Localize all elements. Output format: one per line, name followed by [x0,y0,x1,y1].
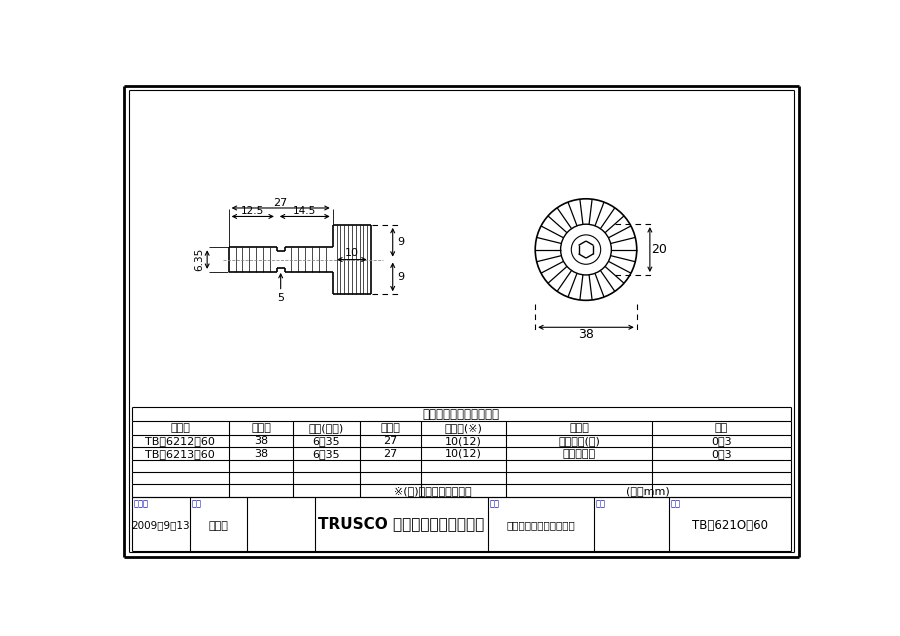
Text: 作成日: 作成日 [133,499,148,508]
Text: 品番: 品番 [595,499,605,508]
Text: 2009．9．13: 2009．9．13 [131,521,190,530]
Text: 10: 10 [345,247,359,258]
Text: 線　材: 線 材 [569,423,589,433]
Text: 品名: 品名 [490,499,500,508]
Text: 38: 38 [254,448,268,459]
Text: TB－621O－60: TB－621O－60 [692,519,768,532]
Text: 14.5: 14.5 [293,206,317,216]
Text: 外　径: 外 径 [251,423,271,433]
Text: 10(12): 10(12) [446,436,482,446]
Text: TB－6213－60: TB－6213－60 [145,448,215,459]
Text: 根元厚(※): 根元厚(※) [445,423,482,433]
Text: 検図: 検図 [192,499,202,508]
Text: 6．35: 6．35 [312,448,340,459]
Text: 6.35: 6.35 [194,248,204,271]
Text: 0．3: 0．3 [711,436,732,446]
Text: 27: 27 [383,436,398,446]
Text: 西　嶽: 西 嶽 [209,521,229,530]
Text: 六角軸付ホイールブラシ: 六角軸付ホイールブラシ [423,408,500,421]
Text: TRUSCO トラスコ中山株式会社: TRUSCO トラスコ中山株式会社 [319,516,485,532]
Text: ※(内)は金具込みの厘さ: ※(内)は金具込みの厘さ [394,485,472,495]
Text: ワイヤー(鉄): ワイヤー(鉄) [558,436,600,446]
Text: 6．35: 6．35 [312,436,340,446]
Text: 27: 27 [383,448,398,459]
Text: 38: 38 [578,328,594,342]
Text: 軸径(対辺): 軸径(対辺) [309,423,344,433]
Text: 5: 5 [277,293,284,303]
Text: 20: 20 [652,243,667,256]
Text: 9: 9 [398,237,405,247]
Text: 線径: 線径 [715,423,728,433]
Text: 10(12): 10(12) [446,448,482,459]
Text: TB－6212－60: TB－6212－60 [145,436,215,446]
Text: 品番: 品番 [670,499,680,508]
Text: (単位mm): (単位mm) [626,485,670,495]
Text: 品　番: 品 番 [170,423,190,433]
Text: 38: 38 [254,436,268,446]
Text: 27: 27 [274,198,288,207]
Text: 六角軸付ホイールブラシ: 六角軸付ホイールブラシ [507,521,575,530]
Text: 12.5: 12.5 [241,206,265,216]
Text: 9: 9 [398,272,405,282]
Text: 軸　長: 軸 長 [381,423,400,433]
Text: 0．3: 0．3 [711,448,732,459]
Text: ステンレス: ステンレス [562,448,596,459]
